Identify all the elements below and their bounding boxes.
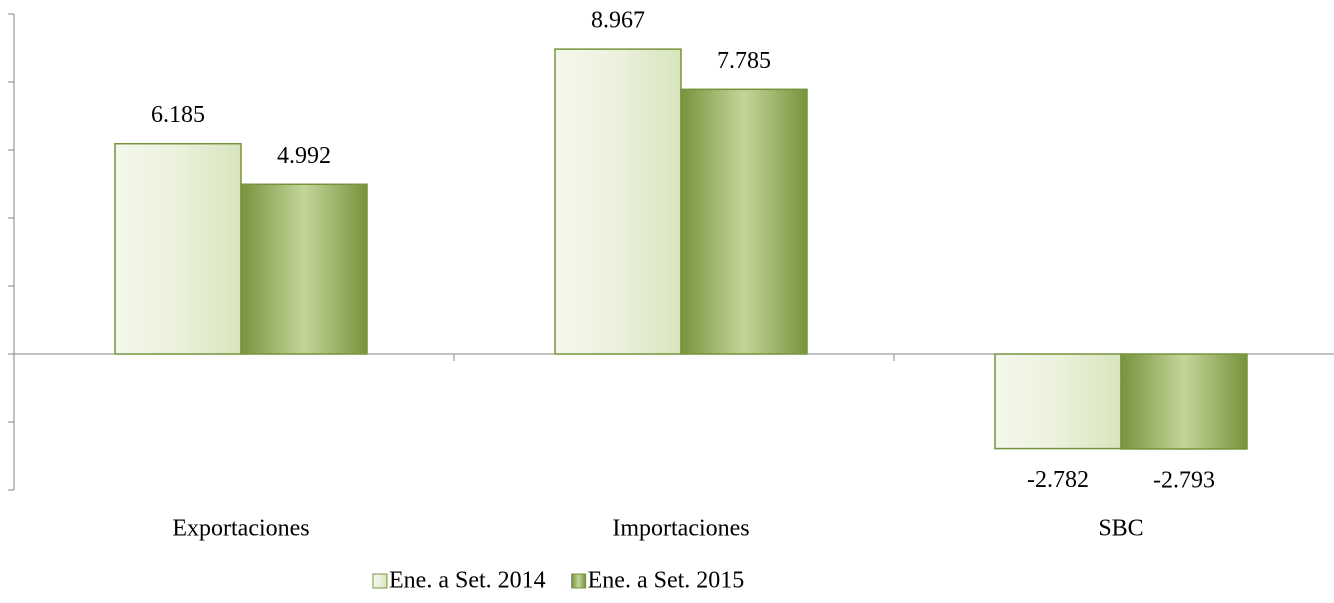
value-label: 6.185 xyxy=(151,102,205,128)
bar xyxy=(680,88,808,355)
legend-label: Ene. a Set. 2014 xyxy=(389,568,546,594)
value-label: 8.967 xyxy=(591,8,645,34)
bar xyxy=(994,353,1122,450)
value-label: 4.992 xyxy=(277,143,331,169)
x-tick-label: SBC xyxy=(1098,516,1143,542)
legend-label: Ene. a Set. 2015 xyxy=(588,568,745,594)
bar xyxy=(554,48,682,355)
value-label: -2.793 xyxy=(1153,467,1215,493)
bar xyxy=(1120,353,1248,450)
bar xyxy=(240,183,368,355)
value-label: 7.785 xyxy=(717,48,771,74)
x-tick-label: Exportaciones xyxy=(172,516,309,542)
value-label: -2.782 xyxy=(1027,467,1089,493)
legend-swatch xyxy=(571,573,587,589)
bar xyxy=(114,142,242,355)
x-tick-label: Importaciones xyxy=(612,516,749,542)
legend-swatch xyxy=(372,573,388,589)
